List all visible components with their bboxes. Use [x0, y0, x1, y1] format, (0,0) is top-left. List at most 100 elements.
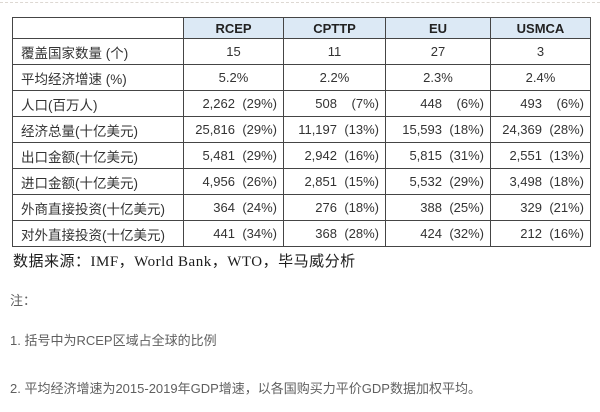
table-header-row: RCEP CPTTP EU USMCA [12, 17, 591, 39]
cell-global-share: (28%) [549, 122, 584, 137]
cell-value: 27 [385, 38, 491, 65]
cell-global-share: (26%) [242, 174, 277, 189]
column-header-eu: EU [385, 17, 491, 39]
value-with-share: 493 (6%) [492, 96, 590, 111]
cell-global-share: (28%) [344, 226, 379, 241]
cell-global-share: (29%) [242, 148, 277, 163]
row-label: 经济总量(十亿美元) [12, 116, 184, 143]
cell-value: 24,369 (28%) [490, 116, 591, 143]
row-label: 进口金额(十亿美元) [12, 168, 184, 195]
value-with-share: 5,481 (29%) [185, 148, 283, 163]
cell-value: 2,942 (16%) [283, 142, 386, 169]
value-with-share: 2,551 (13%) [492, 148, 590, 163]
cell-value: 15,593 (18%) [385, 116, 491, 143]
value-with-share: 424 (32%) [387, 226, 490, 241]
cell-value: 329 (21%) [490, 194, 591, 221]
cell-number: 2,851 [304, 174, 337, 189]
cell-value: 448 (6%) [385, 90, 491, 117]
cell-number: 368 [315, 226, 337, 241]
cell-value: 364 (24%) [183, 194, 284, 221]
value-with-share: 388 (25%) [387, 200, 490, 215]
note-2: 2. 平均经济增速为2015-2019年GDP增速，以各国购买力平价GDP数据加… [10, 381, 481, 396]
cell-value: 2,551 (13%) [490, 142, 591, 169]
cell-value: 2.2% [283, 64, 386, 91]
cell-number: 493 [520, 96, 542, 111]
value-with-share: 2,851 (15%) [285, 174, 385, 189]
cell-global-share: (6%) [556, 96, 584, 111]
cell-number: 5,481 [202, 148, 235, 163]
value-with-share: 5,532 (29%) [387, 174, 490, 189]
row-label: 外商直接投资(十亿美元) [12, 194, 184, 221]
cell-value: 2,262 (29%) [183, 90, 284, 117]
cell-number: 5,532 [409, 174, 442, 189]
header-corner-cell [12, 17, 184, 39]
row-label: 出口金额(十亿美元) [12, 142, 184, 169]
table-row: 覆盖国家数量 (个) 15 11 27 3 [12, 38, 591, 65]
cell-global-share: (29%) [242, 122, 277, 137]
cell-global-share: (34%) [242, 226, 277, 241]
cell-value: 212 (16%) [490, 220, 591, 247]
value-with-share: 212 (16%) [492, 226, 590, 241]
cell-value: 5,481 (29%) [183, 142, 284, 169]
table-row: 经济总量(十亿美元) 25,816 (29%) 11,197 (13%) 15,593 (1… [12, 116, 591, 143]
cell-number: 3,498 [509, 174, 542, 189]
cell-value: 2,851 (15%) [283, 168, 386, 195]
cell-global-share: (32%) [449, 226, 484, 241]
value-with-share: 4,956 (26%) [185, 174, 283, 189]
table-row: 出口金额(十亿美元) 5,481 (29%) 2,942 (16%) 5,815 (31%)… [12, 142, 591, 169]
cell-number: 2,262 [202, 96, 235, 111]
row-label: 人口(百万人) [12, 90, 184, 117]
cell-global-share: (18%) [449, 122, 484, 137]
cell-number: 25,816 [195, 122, 235, 137]
cell-number: 441 [213, 226, 235, 241]
value-with-share: 25,816 (29%) [185, 122, 283, 137]
cell-value: 15 [183, 38, 284, 65]
table-row: 外商直接投资(十亿美元) 364 (24%) 276 (18%) 388 (25%) 329 (… [12, 194, 591, 221]
cell-global-share: (25%) [449, 200, 484, 215]
value-with-share: 364 (24%) [185, 200, 283, 215]
cell-value: 5,532 (29%) [385, 168, 491, 195]
cell-number: 364 [213, 200, 235, 215]
cell-global-share: (13%) [344, 122, 379, 137]
cell-global-share: (29%) [449, 174, 484, 189]
cell-value: 2.4% [490, 64, 591, 91]
cell-value: 4,956 (26%) [183, 168, 284, 195]
notes-label: 注： [10, 293, 37, 308]
cell-number: 329 [520, 200, 542, 215]
cell-global-share: (18%) [344, 200, 379, 215]
cell-value: 11 [283, 38, 386, 65]
cell-value: 441 (34%) [183, 220, 284, 247]
value-with-share: 276 (18%) [285, 200, 385, 215]
cell-value: 25,816 (29%) [183, 116, 284, 143]
row-label: 平均经济增速 (%) [12, 64, 184, 91]
value-with-share: 5,815 (31%) [387, 148, 490, 163]
value-with-share: 2,262 (29%) [185, 96, 283, 111]
cell-number: 4,956 [202, 174, 235, 189]
data-source-line: 数据来源：IMF，World Bank，WTO，毕马威分析 [13, 254, 356, 270]
cell-value: 388 (25%) [385, 194, 491, 221]
top-divider [0, 2, 600, 3]
cell-value: 3 [490, 38, 591, 65]
table-row: 人口(百万人) 2,262 (29%) 508 (7%) 448 (6%) 493 (6%) [12, 90, 591, 117]
value-with-share: 24,369 (28%) [492, 122, 590, 137]
cell-value: 2.3% [385, 64, 491, 91]
cell-number: 388 [420, 200, 442, 215]
column-header-usmca: USMCA [490, 17, 591, 39]
cell-value: 508 (7%) [283, 90, 386, 117]
cell-global-share: (13%) [549, 148, 584, 163]
cell-global-share: (6%) [456, 96, 484, 111]
cell-global-share: (31%) [449, 148, 484, 163]
cell-value: 11,197 (13%) [283, 116, 386, 143]
cell-global-share: (18%) [549, 174, 584, 189]
value-with-share: 3,498 (18%) [492, 174, 590, 189]
cell-number: 424 [420, 226, 442, 241]
cell-value: 5,815 (31%) [385, 142, 491, 169]
note-1: 1. 括号中为RCEP区域占全球的比例 [10, 333, 217, 348]
cell-value: 493 (6%) [490, 90, 591, 117]
value-with-share: 448 (6%) [387, 96, 490, 111]
cell-number: 11,197 [298, 122, 337, 137]
row-label: 对外直接投资(十亿美元) [12, 220, 184, 247]
cell-value: 424 (32%) [385, 220, 491, 247]
cell-number: 448 [420, 96, 442, 111]
value-with-share: 2,942 (16%) [285, 148, 385, 163]
